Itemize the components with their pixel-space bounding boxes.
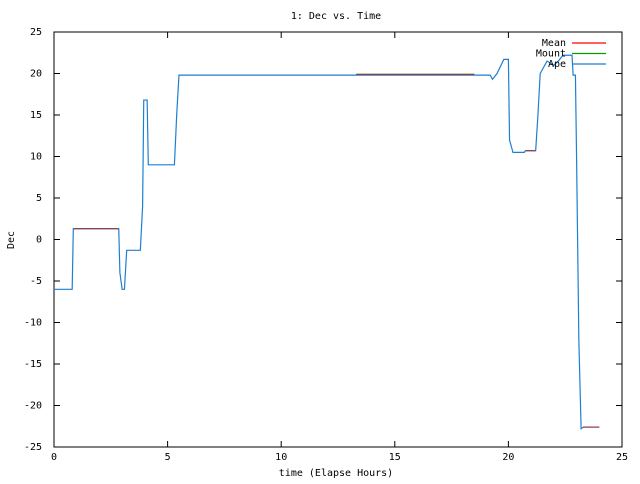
y-tick-label: 20 [30,69,42,80]
x-tick-label: 15 [389,452,401,463]
legend-label: Mean [542,38,566,49]
y-tick-label: 10 [30,152,42,163]
x-axis-label: time (Elapse Hours) [279,468,393,479]
y-tick-label: -20 [24,401,42,412]
legend-label: Ape [548,59,566,70]
x-tick-label: 20 [502,452,514,463]
x-tick-label: 25 [616,452,628,463]
series-line [73,73,600,428]
y-tick-label: -15 [24,359,42,370]
x-tick-label: 10 [275,452,287,463]
x-tick-label: 5 [165,452,171,463]
x-tick-label: 0 [51,452,57,463]
plot-frame [53,31,623,448]
y-tick-label: 15 [30,110,42,121]
y-tick-label: 0 [36,235,42,246]
y-tick-label: -10 [24,318,42,329]
series-line [54,54,600,430]
y-tick-label: -5 [30,276,42,287]
y-axis-label: Dec [6,231,17,249]
chart-title: 1: Dec vs. Time [291,11,381,22]
y-tick-label: 25 [30,27,42,38]
y-tick-label: -25 [24,442,42,453]
y-tick-label: 5 [36,193,42,204]
legend-label: Mount [536,49,566,60]
series-line [73,73,600,428]
